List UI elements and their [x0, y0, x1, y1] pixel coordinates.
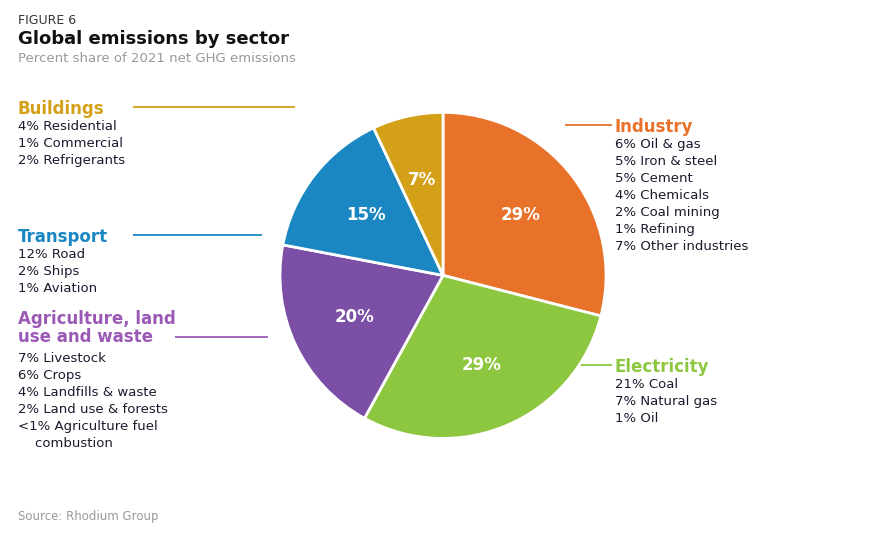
- Wedge shape: [364, 275, 601, 438]
- Text: Industry: Industry: [615, 118, 694, 136]
- Text: 7%: 7%: [408, 171, 436, 189]
- Text: 5% Iron & steel: 5% Iron & steel: [615, 155, 718, 168]
- Wedge shape: [443, 112, 606, 316]
- Text: 21% Coal: 21% Coal: [615, 378, 678, 391]
- Text: 1% Refining: 1% Refining: [615, 223, 695, 236]
- Text: 2% Refrigerants: 2% Refrigerants: [18, 154, 125, 167]
- Text: Global emissions by sector: Global emissions by sector: [18, 30, 289, 48]
- Text: 29%: 29%: [501, 206, 540, 225]
- Text: 2% Ships: 2% Ships: [18, 265, 80, 278]
- Text: Agriculture, land: Agriculture, land: [18, 310, 175, 328]
- Text: use and waste: use and waste: [18, 328, 153, 346]
- Text: 4% Residential: 4% Residential: [18, 120, 117, 133]
- Wedge shape: [374, 112, 443, 275]
- Text: 15%: 15%: [346, 206, 385, 225]
- Text: 1% Commercial: 1% Commercial: [18, 137, 123, 150]
- Text: 7% Other industries: 7% Other industries: [615, 240, 749, 253]
- Text: FIGURE 6: FIGURE 6: [18, 14, 76, 27]
- Text: 2% Land use & forests: 2% Land use & forests: [18, 403, 167, 416]
- Text: Transport: Transport: [18, 228, 108, 246]
- Wedge shape: [280, 245, 443, 418]
- Text: Buildings: Buildings: [18, 100, 105, 118]
- Wedge shape: [283, 128, 443, 275]
- Text: 29%: 29%: [462, 356, 501, 374]
- Text: Source: Rhodium Group: Source: Rhodium Group: [18, 510, 159, 523]
- Text: 6% Oil & gas: 6% Oil & gas: [615, 138, 701, 151]
- Text: 7% Natural gas: 7% Natural gas: [615, 395, 717, 408]
- Text: 2% Coal mining: 2% Coal mining: [615, 206, 719, 219]
- Text: 6% Crops: 6% Crops: [18, 369, 82, 382]
- Text: 7% Livestock: 7% Livestock: [18, 352, 105, 365]
- Text: 1% Oil: 1% Oil: [615, 412, 658, 425]
- Text: 4% Landfills & waste: 4% Landfills & waste: [18, 386, 157, 399]
- Text: 4% Chemicals: 4% Chemicals: [615, 189, 709, 202]
- Text: <1% Agriculture fuel: <1% Agriculture fuel: [18, 420, 158, 433]
- Text: 5% Cement: 5% Cement: [615, 172, 693, 185]
- Text: Percent share of 2021 net GHG emissions: Percent share of 2021 net GHG emissions: [18, 52, 296, 65]
- Text: 1% Aviation: 1% Aviation: [18, 282, 97, 295]
- Text: 12% Road: 12% Road: [18, 248, 85, 261]
- Text: 20%: 20%: [335, 308, 375, 326]
- Text: Electricity: Electricity: [615, 358, 710, 376]
- Text: combustion: combustion: [18, 437, 113, 450]
